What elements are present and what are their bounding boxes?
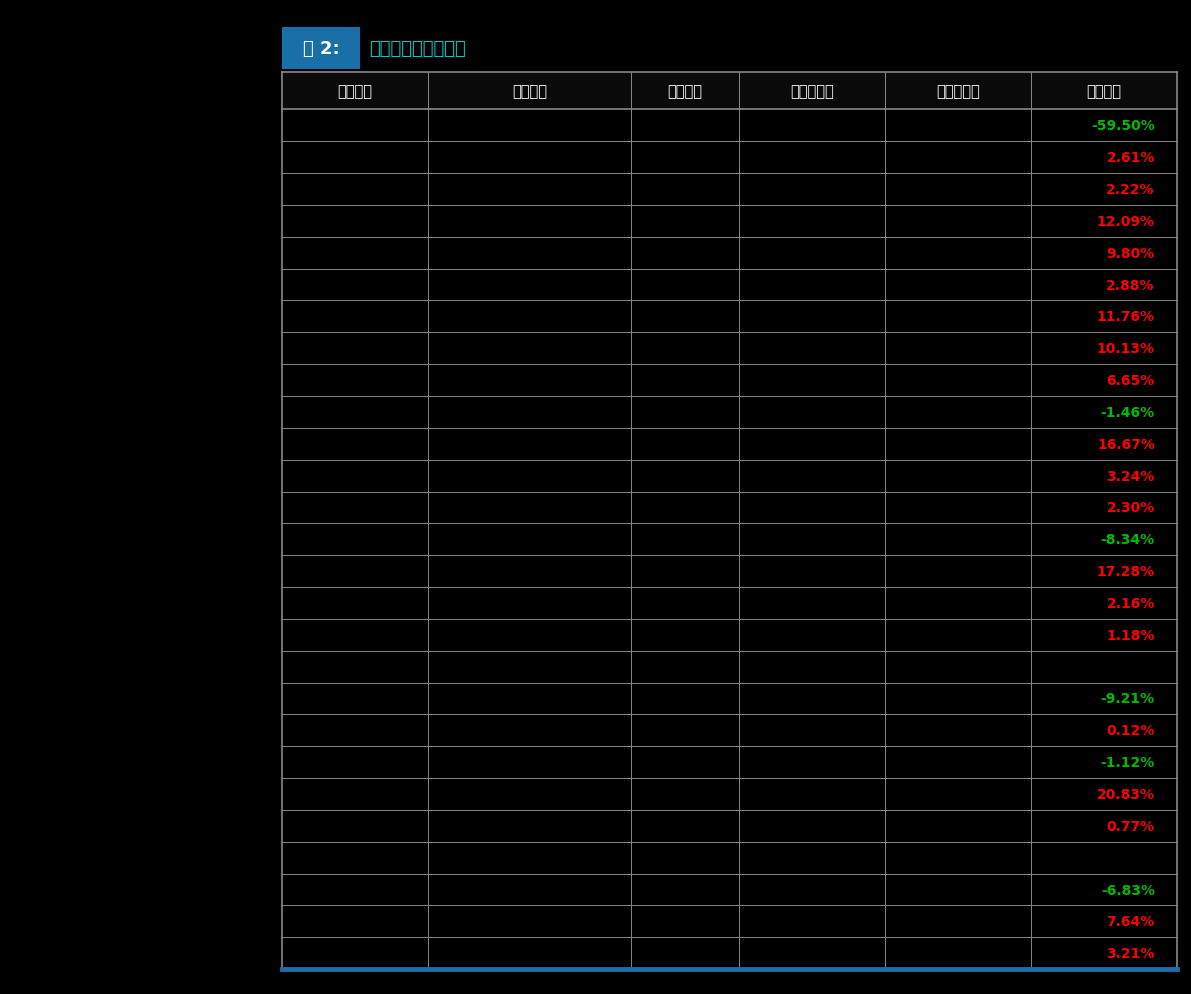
Text: 2.22%: 2.22% xyxy=(1106,183,1155,197)
Text: 2.88%: 2.88% xyxy=(1106,278,1155,292)
Text: 17.28%: 17.28% xyxy=(1097,565,1155,579)
Bar xyxy=(282,301,1177,333)
Text: 本周收盘价: 本周收盘价 xyxy=(936,83,980,99)
Text: -59.50%: -59.50% xyxy=(1091,119,1155,133)
Text: 股票代码: 股票代码 xyxy=(338,83,373,99)
Text: 上市地点: 上市地点 xyxy=(667,83,703,99)
Text: 16.67%: 16.67% xyxy=(1097,437,1155,451)
Bar xyxy=(282,746,1177,778)
Text: -9.21%: -9.21% xyxy=(1100,692,1155,706)
Text: 0.12%: 0.12% xyxy=(1106,724,1155,738)
Bar xyxy=(282,651,1177,683)
Bar xyxy=(282,28,360,70)
Bar xyxy=(282,778,1177,810)
Text: 2.16%: 2.16% xyxy=(1106,596,1155,610)
Text: 3.21%: 3.21% xyxy=(1106,946,1155,960)
Bar xyxy=(282,906,1177,937)
Bar xyxy=(282,238,1177,269)
Text: -6.83%: -6.83% xyxy=(1100,883,1155,897)
Bar xyxy=(282,365,1177,397)
Bar xyxy=(282,206,1177,238)
Text: 9.80%: 9.80% xyxy=(1106,247,1155,260)
Bar xyxy=(282,142,1177,174)
Bar xyxy=(282,556,1177,587)
Text: 12.09%: 12.09% xyxy=(1097,215,1155,229)
Bar xyxy=(282,269,1177,301)
Text: 11.76%: 11.76% xyxy=(1097,310,1155,324)
Bar xyxy=(282,333,1177,365)
Bar xyxy=(282,842,1177,874)
Bar xyxy=(282,587,1177,619)
Text: -1.12%: -1.12% xyxy=(1100,755,1155,769)
Text: 3.24%: 3.24% xyxy=(1106,469,1155,483)
Bar xyxy=(282,397,1177,428)
Text: 10.13%: 10.13% xyxy=(1097,342,1155,356)
Text: -1.46%: -1.46% xyxy=(1100,406,1155,419)
Text: 周涨跌幅: 周涨跌幅 xyxy=(1086,83,1121,99)
Text: 2.61%: 2.61% xyxy=(1106,151,1155,165)
Bar xyxy=(282,174,1177,206)
Text: 表 2:: 表 2: xyxy=(303,40,339,58)
Text: 股票名称: 股票名称 xyxy=(512,83,547,99)
Bar xyxy=(282,874,1177,906)
Text: 2.30%: 2.30% xyxy=(1106,501,1155,515)
Bar xyxy=(282,683,1177,715)
Bar xyxy=(282,460,1177,492)
Bar xyxy=(282,810,1177,842)
Text: 1.18%: 1.18% xyxy=(1106,628,1155,642)
Bar xyxy=(282,524,1177,556)
Text: 6.65%: 6.65% xyxy=(1106,374,1155,388)
Text: 海外新能源股票走势: 海外新能源股票走势 xyxy=(369,40,466,58)
Bar xyxy=(282,492,1177,524)
Bar xyxy=(282,73,1177,110)
Text: 前周收盘价: 前周收盘价 xyxy=(790,83,834,99)
Bar xyxy=(282,715,1177,746)
Text: 20.83%: 20.83% xyxy=(1097,787,1155,801)
Bar xyxy=(282,428,1177,460)
Text: -8.34%: -8.34% xyxy=(1100,533,1155,547)
Text: 0.77%: 0.77% xyxy=(1106,819,1155,833)
Text: 7.64%: 7.64% xyxy=(1106,914,1155,928)
Bar xyxy=(282,937,1177,969)
Bar xyxy=(282,110,1177,142)
Bar xyxy=(282,619,1177,651)
